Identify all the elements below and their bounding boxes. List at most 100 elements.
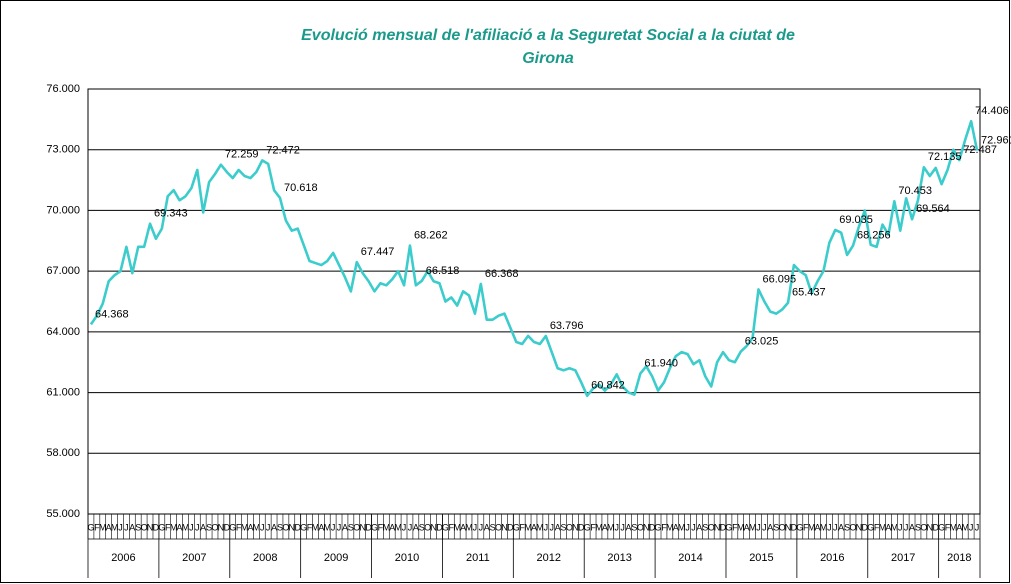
x-tick-label: F bbox=[519, 522, 525, 532]
x-tick-label: A bbox=[389, 522, 395, 532]
x-tick-label: S bbox=[348, 522, 354, 532]
chart-title: Girona bbox=[522, 50, 574, 67]
plot-border bbox=[87, 88, 981, 515]
x-tick-label: S bbox=[135, 522, 141, 532]
x-tick-label: D bbox=[862, 522, 869, 532]
x-tick-label: M bbox=[383, 522, 391, 532]
data-label: 70.453 bbox=[898, 185, 932, 197]
data-label: 60.842 bbox=[591, 380, 625, 392]
x-tick-label: A bbox=[838, 522, 844, 532]
x-tick-label: J bbox=[266, 522, 271, 532]
x-tick-label: J bbox=[975, 522, 980, 532]
year-label: 2012 bbox=[537, 552, 561, 564]
y-tick-label: 55.000 bbox=[46, 508, 80, 520]
data-label: 74.406 bbox=[975, 105, 1009, 117]
x-tick-label: M bbox=[312, 522, 320, 532]
x-tick-label: M bbox=[808, 522, 816, 532]
data-label: 72.259 bbox=[225, 149, 259, 161]
x-tick-label: J bbox=[195, 522, 200, 532]
x-tick-label: M bbox=[99, 522, 107, 532]
x-tick-label: M bbox=[241, 522, 249, 532]
data-label: 65.437 bbox=[792, 287, 826, 299]
x-tick-label: A bbox=[815, 522, 821, 532]
data-label: 66.368 bbox=[485, 268, 519, 280]
x-tick-label: D bbox=[224, 522, 231, 532]
x-tick-label: O bbox=[637, 522, 644, 532]
x-tick-label: M bbox=[820, 522, 828, 532]
x-tick-label: M bbox=[323, 522, 331, 532]
x-tick-label: A bbox=[531, 522, 537, 532]
x-tick-label: N bbox=[856, 522, 863, 532]
x-tick-label: G bbox=[87, 522, 94, 532]
x-tick-label: S bbox=[419, 522, 425, 532]
x-tick-label: G bbox=[229, 522, 236, 532]
x-tick-label: F bbox=[449, 522, 455, 532]
x-tick-label: M bbox=[891, 522, 899, 532]
x-tick-label: D bbox=[720, 522, 727, 532]
x-tick-label: A bbox=[318, 522, 324, 532]
x-tick-label: O bbox=[849, 522, 856, 532]
x-tick-label: J bbox=[124, 522, 129, 532]
y-tick-label: 73.000 bbox=[46, 144, 80, 156]
year-label: 2007 bbox=[182, 552, 206, 564]
x-tick-label: A bbox=[271, 522, 277, 532]
x-tick-label: N bbox=[785, 522, 792, 532]
x-tick-label: D bbox=[507, 522, 514, 532]
x-tick-label: S bbox=[844, 522, 850, 532]
x-tick-label: J bbox=[479, 522, 484, 532]
x-tick-label: G bbox=[513, 522, 520, 532]
x-tick-label: J bbox=[898, 522, 903, 532]
x-tick-label: J bbox=[691, 522, 696, 532]
x-tick-label: O bbox=[353, 522, 360, 532]
x-tick-label: J bbox=[331, 522, 336, 532]
x-tick-label: J bbox=[685, 522, 690, 532]
x-tick-label: A bbox=[484, 522, 490, 532]
year-label: 2006 bbox=[111, 552, 135, 564]
x-tick-label: S bbox=[561, 522, 567, 532]
x-tick-label: S bbox=[773, 522, 779, 532]
x-tick-label: J bbox=[620, 522, 625, 532]
y-tick-label: 70.000 bbox=[46, 204, 80, 216]
x-tick-label: O bbox=[495, 522, 502, 532]
x-tick-label: D bbox=[649, 522, 656, 532]
x-tick-label: S bbox=[631, 522, 637, 532]
x-tick-label: A bbox=[673, 522, 679, 532]
x-tick-label: F bbox=[803, 522, 809, 532]
x-tick-label: M bbox=[737, 522, 745, 532]
x-tick-label: O bbox=[779, 522, 786, 532]
data-label: 72.135 bbox=[928, 151, 962, 163]
x-tick-label: A bbox=[342, 522, 348, 532]
x-tick-label: J bbox=[549, 522, 554, 532]
x-tick-label: O bbox=[424, 522, 431, 532]
x-tick-label: J bbox=[833, 522, 838, 532]
x-tick-label: N bbox=[147, 522, 154, 532]
x-tick-label: D bbox=[578, 522, 585, 532]
data-label: 63.796 bbox=[550, 320, 584, 332]
year-label: 2009 bbox=[324, 552, 348, 564]
x-tick-label: F bbox=[378, 522, 384, 532]
year-label: 2014 bbox=[678, 552, 702, 564]
x-tick-label: A bbox=[767, 522, 773, 532]
x-tick-label: N bbox=[927, 522, 934, 532]
year-label: 2008 bbox=[253, 552, 277, 564]
x-tick-label: M bbox=[170, 522, 178, 532]
x-tick-label: J bbox=[408, 522, 413, 532]
x-tick-label: J bbox=[544, 522, 549, 532]
x-tick-label: F bbox=[165, 522, 171, 532]
data-label: 69.343 bbox=[154, 208, 188, 220]
x-tick-label: G bbox=[584, 522, 591, 532]
x-tick-label: J bbox=[614, 522, 619, 532]
x-tick-label: M bbox=[666, 522, 674, 532]
x-tick-label: M bbox=[524, 522, 532, 532]
data-label: 68.262 bbox=[414, 230, 448, 242]
x-tick-label: S bbox=[277, 522, 283, 532]
x-tick-label: S bbox=[206, 522, 212, 532]
x-tick-label: F bbox=[874, 522, 880, 532]
x-tick-label: N bbox=[218, 522, 225, 532]
year-label: 2013 bbox=[607, 552, 631, 564]
x-tick-label: J bbox=[189, 522, 194, 532]
x-tick-label: A bbox=[460, 522, 466, 532]
x-tick-label: O bbox=[282, 522, 289, 532]
data-line bbox=[89, 119, 979, 398]
